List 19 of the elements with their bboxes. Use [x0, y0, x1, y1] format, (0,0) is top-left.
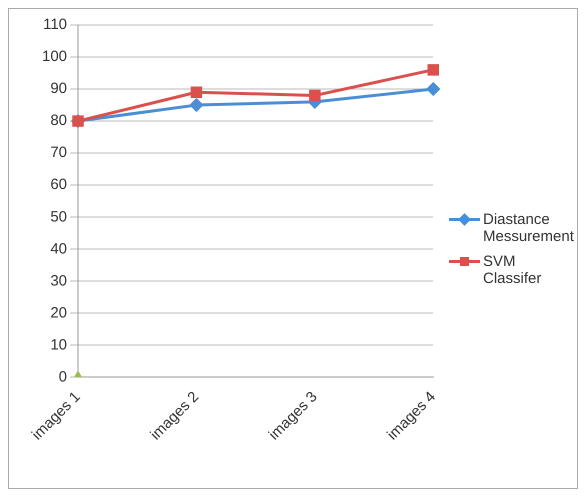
y-tick-label: 70 — [50, 144, 68, 162]
y-tick-label: 80 — [50, 112, 68, 130]
point — [428, 64, 440, 76]
y-tick-label: 40 — [50, 240, 68, 258]
y-tick-label: 10 — [50, 336, 68, 354]
point — [190, 98, 203, 112]
point — [426, 82, 440, 96]
legend-label: Diastance Messurement — [483, 210, 574, 244]
y-tick-label: 30 — [50, 272, 68, 290]
y-tick-label: 110 — [43, 16, 68, 34]
y-tick-label: 50 — [50, 208, 68, 226]
point — [309, 90, 321, 102]
legend-label: SVM Classifer — [483, 252, 542, 286]
y-tick-label: 20 — [50, 304, 68, 322]
y-tick-label: 0 — [58, 368, 68, 386]
y-tick-label: 100 — [42, 48, 68, 66]
y-tick-label: 60 — [50, 176, 68, 194]
point — [190, 86, 202, 98]
y-tick-label: 90 — [50, 80, 68, 98]
